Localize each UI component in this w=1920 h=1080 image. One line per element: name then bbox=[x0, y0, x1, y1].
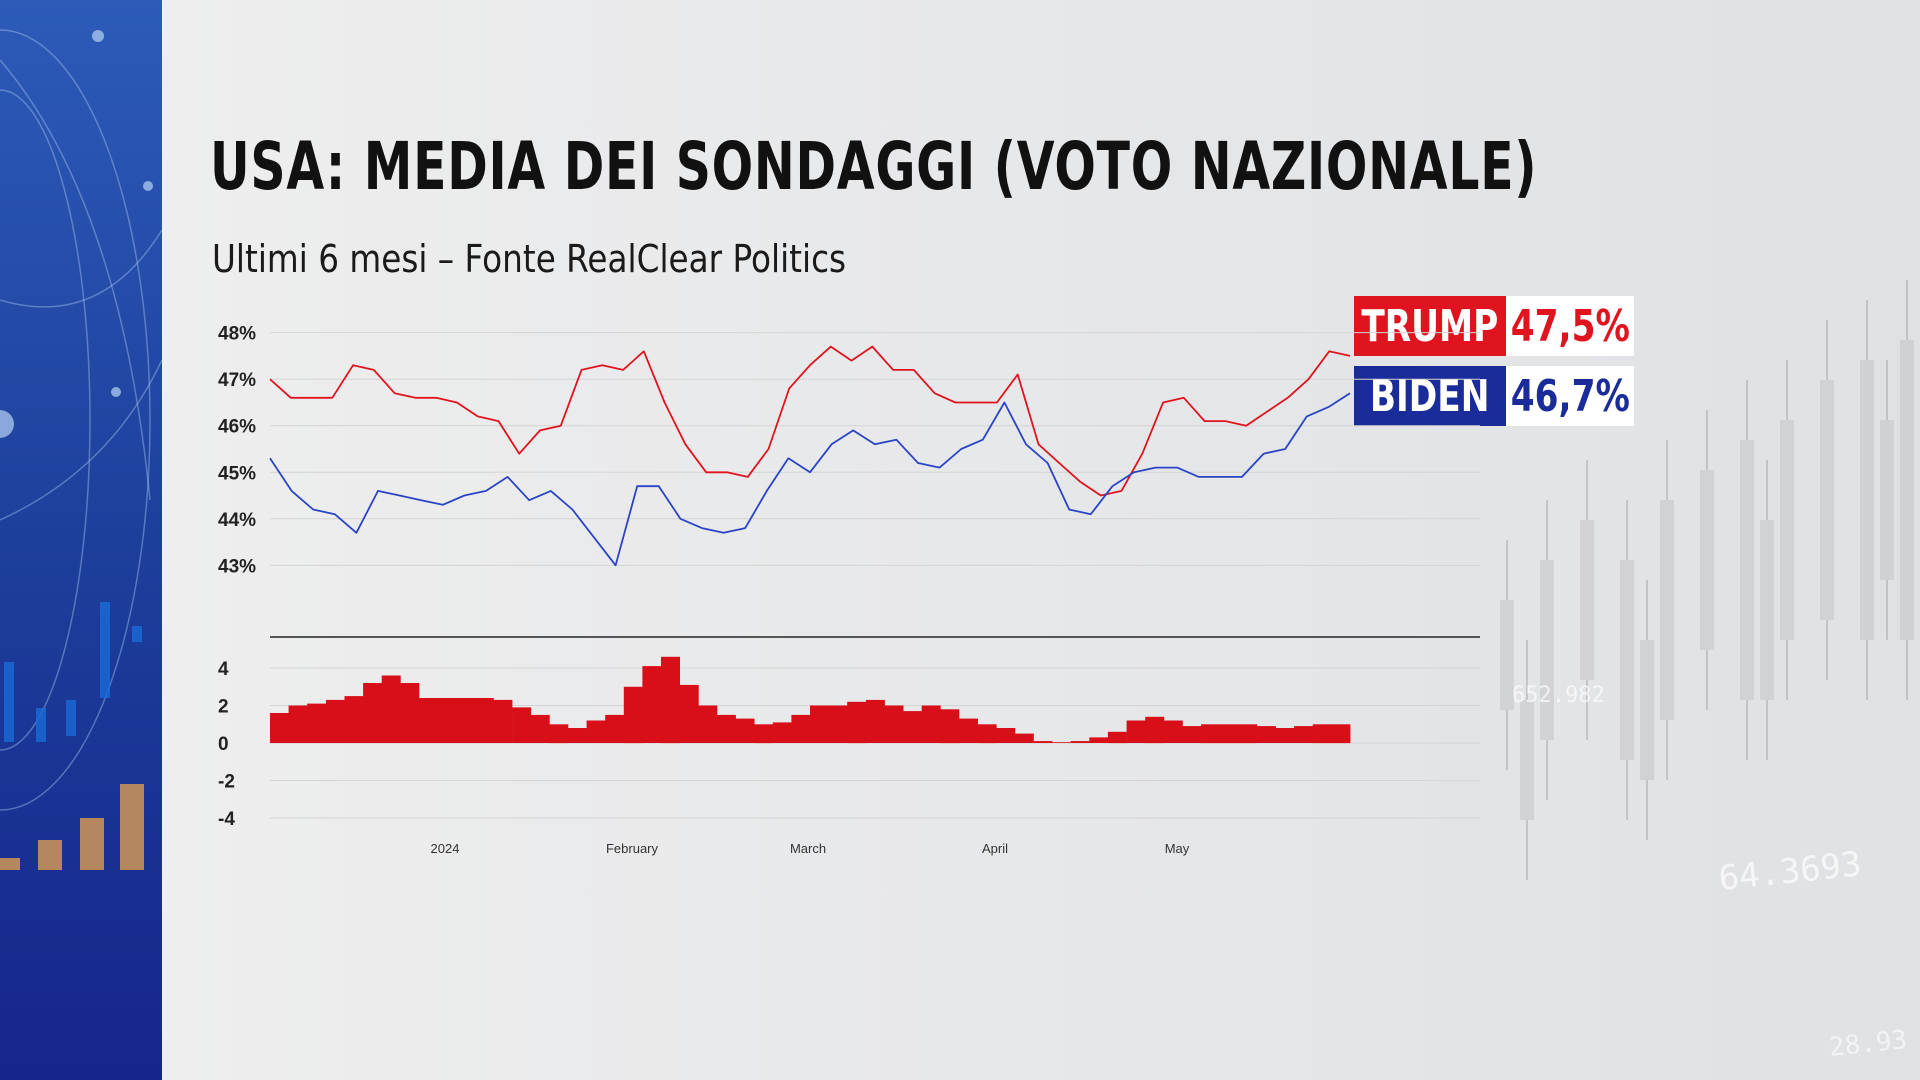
y-tick-label: 48% bbox=[218, 324, 256, 345]
spread-bar bbox=[940, 709, 960, 744]
spread-bar bbox=[307, 703, 327, 743]
spread-tick-label: 2 bbox=[218, 697, 229, 718]
x-tick-label: 2024 bbox=[431, 841, 460, 856]
y-tick-label: 45% bbox=[218, 463, 256, 484]
spread-bar bbox=[661, 656, 680, 744]
legend-biden: BIDEN 46,7% bbox=[1354, 366, 1634, 426]
spread-bar bbox=[884, 705, 904, 743]
spread-bar bbox=[549, 724, 569, 744]
spread-bar bbox=[698, 705, 718, 743]
spread-bar bbox=[288, 705, 308, 743]
y-tick-label: 46% bbox=[218, 417, 256, 438]
x-tick-label: February bbox=[606, 841, 659, 856]
spread-y-ticks: 4 2 0 -2 -4 bbox=[218, 659, 235, 830]
y-tick-label: 44% bbox=[218, 510, 256, 531]
legend-name-trump: TRUMP bbox=[1354, 296, 1506, 356]
spread-bar bbox=[1163, 720, 1183, 743]
spread-bar bbox=[754, 724, 774, 744]
y-tick-label: 43% bbox=[218, 556, 256, 577]
spread-bar bbox=[1331, 724, 1351, 744]
spread-bar bbox=[325, 699, 345, 743]
spread-bar bbox=[977, 724, 997, 744]
page-subtitle: Ultimi 6 mesi – Fonte RealClear Politics bbox=[212, 237, 847, 281]
spread-bar bbox=[1126, 720, 1146, 743]
spread-tick-label: -2 bbox=[218, 772, 235, 793]
spread-bar bbox=[810, 705, 829, 743]
decorative-candlesticks bbox=[1500, 280, 1914, 880]
spread-bar bbox=[363, 683, 383, 743]
spread-bar bbox=[605, 714, 625, 743]
spread-bar bbox=[959, 718, 978, 743]
spread-bar bbox=[400, 683, 420, 743]
spread-bar bbox=[419, 698, 438, 743]
spread-bar bbox=[847, 701, 867, 744]
spread-bar bbox=[1014, 733, 1034, 743]
spread-bar bbox=[921, 705, 941, 743]
spread-bar bbox=[474, 698, 494, 743]
spread-bar bbox=[456, 698, 476, 743]
spread-bar bbox=[865, 699, 885, 743]
spread-bar bbox=[1107, 731, 1127, 744]
spread-bar bbox=[623, 686, 643, 744]
spread-tick-label: 4 bbox=[218, 659, 229, 680]
spread-bar bbox=[1201, 724, 1220, 744]
spread-bar bbox=[344, 696, 364, 743]
decor-readout: 652.982 bbox=[1512, 683, 1605, 708]
y-tick-label: 47% bbox=[218, 370, 256, 391]
spread-bar bbox=[567, 728, 587, 743]
spread-bar bbox=[791, 714, 811, 743]
main-y-ticks: 48% 47% 46% 45% 44% 43% bbox=[218, 324, 256, 578]
series-line-biden bbox=[269, 392, 1351, 567]
spread-bar bbox=[1312, 724, 1332, 744]
spread-bar bbox=[493, 699, 513, 743]
spread-bar bbox=[270, 713, 289, 743]
spread-bar bbox=[1275, 728, 1295, 743]
spread-bar bbox=[679, 684, 699, 743]
spread-bar bbox=[1219, 724, 1239, 744]
spread-bar bbox=[1145, 716, 1165, 744]
spread-bar bbox=[1070, 741, 1090, 743]
spread-bar bbox=[1089, 737, 1109, 743]
spread-bar bbox=[1294, 726, 1314, 743]
x-tick-label: March bbox=[790, 841, 826, 856]
spread-bar bbox=[512, 707, 532, 743]
main-series bbox=[269, 345, 1351, 567]
spread-bars bbox=[270, 656, 1351, 744]
spread-bar bbox=[530, 714, 550, 743]
legend-value-trump: 47,5% bbox=[1506, 296, 1634, 356]
legend-name-biden: BIDEN bbox=[1354, 366, 1506, 426]
spread-bar bbox=[586, 720, 606, 743]
spread-bar bbox=[1256, 726, 1276, 743]
spread-bar bbox=[716, 714, 736, 743]
legend-value-biden: 46,7% bbox=[1506, 366, 1634, 426]
sidebar-decoration bbox=[0, 0, 162, 1080]
spread-bar bbox=[828, 705, 848, 743]
x-tick-label: May bbox=[1165, 841, 1190, 856]
spread-bar bbox=[642, 666, 662, 743]
spread-bar bbox=[381, 675, 401, 743]
spread-tick-label: 0 bbox=[218, 734, 229, 755]
spread-bar bbox=[1238, 724, 1258, 744]
spread-tick-label: -4 bbox=[218, 809, 235, 830]
spread-bar bbox=[903, 711, 923, 743]
spread-bar bbox=[735, 718, 755, 743]
series-line-trump bbox=[269, 345, 1351, 497]
spread-bar bbox=[1052, 742, 1072, 743]
legend-trump: TRUMP 47,5% bbox=[1354, 296, 1634, 356]
spread-bar bbox=[1182, 726, 1202, 743]
main-grid bbox=[270, 332, 1480, 566]
page-title: USA: MEDIA DEI SONDAGGI (VOTO NAZIONALE) bbox=[210, 128, 1538, 205]
spread-bar bbox=[772, 722, 792, 743]
spread-bar bbox=[1033, 741, 1053, 743]
spread-bar bbox=[437, 698, 457, 743]
x-axis-labels: 2024 February March April May bbox=[431, 841, 1190, 856]
spread-bar bbox=[996, 728, 1016, 743]
x-tick-label: April bbox=[982, 841, 1008, 856]
